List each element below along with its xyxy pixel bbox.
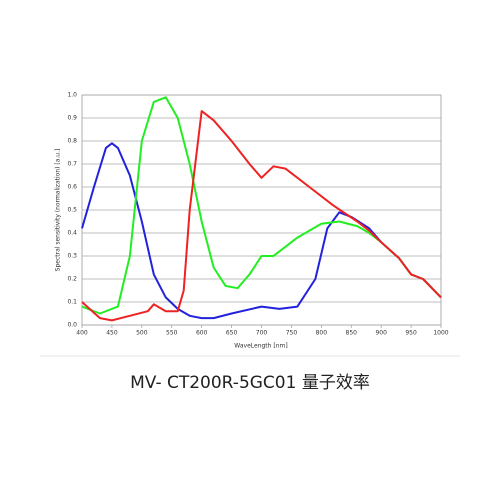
line-series — [81, 96, 442, 315]
y-tick-label: 0.1 — [67, 299, 77, 306]
x-tick-label: 500 — [136, 330, 148, 337]
x-tick-label: 450 — [106, 330, 118, 337]
y-tick-label: 0.9 — [67, 115, 77, 122]
y-tick-label: 0.6 — [67, 184, 77, 191]
x-axis-label: WaveLength [nm] — [234, 343, 287, 350]
x-tick-label: 800 — [316, 330, 328, 337]
x-tick-label: 750 — [286, 330, 298, 337]
y-tick-label: 0.7 — [67, 161, 77, 168]
x-tick-label: 700 — [256, 330, 268, 337]
y-tick-label: 0.8 — [67, 138, 77, 145]
x-tick-label: 850 — [346, 330, 358, 337]
y-tick-label: 1.0 — [67, 92, 77, 99]
y-tick-label: 0.2 — [67, 276, 77, 283]
x-tick-label: 400 — [76, 330, 88, 337]
x-tick-label: 650 — [226, 330, 238, 337]
line-series — [81, 142, 442, 320]
y-tick-label: 0.0 — [67, 322, 77, 329]
x-tick-label: 1000 — [433, 330, 448, 337]
x-tick-label: 550 — [166, 330, 178, 337]
x-tick-label: 950 — [405, 330, 417, 337]
chart-title: MV- CT200R-5GC01 量子效率 — [130, 373, 370, 393]
x-tick-label: 900 — [375, 330, 387, 337]
x-tick-label: 600 — [196, 330, 208, 337]
y-tick-label: 0.5 — [67, 207, 77, 214]
y-tick-label: 0.3 — [67, 253, 77, 260]
y-tick-label: 0.4 — [67, 230, 77, 237]
line-series — [81, 110, 442, 322]
y-axis-label: Spectral sensitivity (normalization) [a.… — [55, 149, 62, 272]
